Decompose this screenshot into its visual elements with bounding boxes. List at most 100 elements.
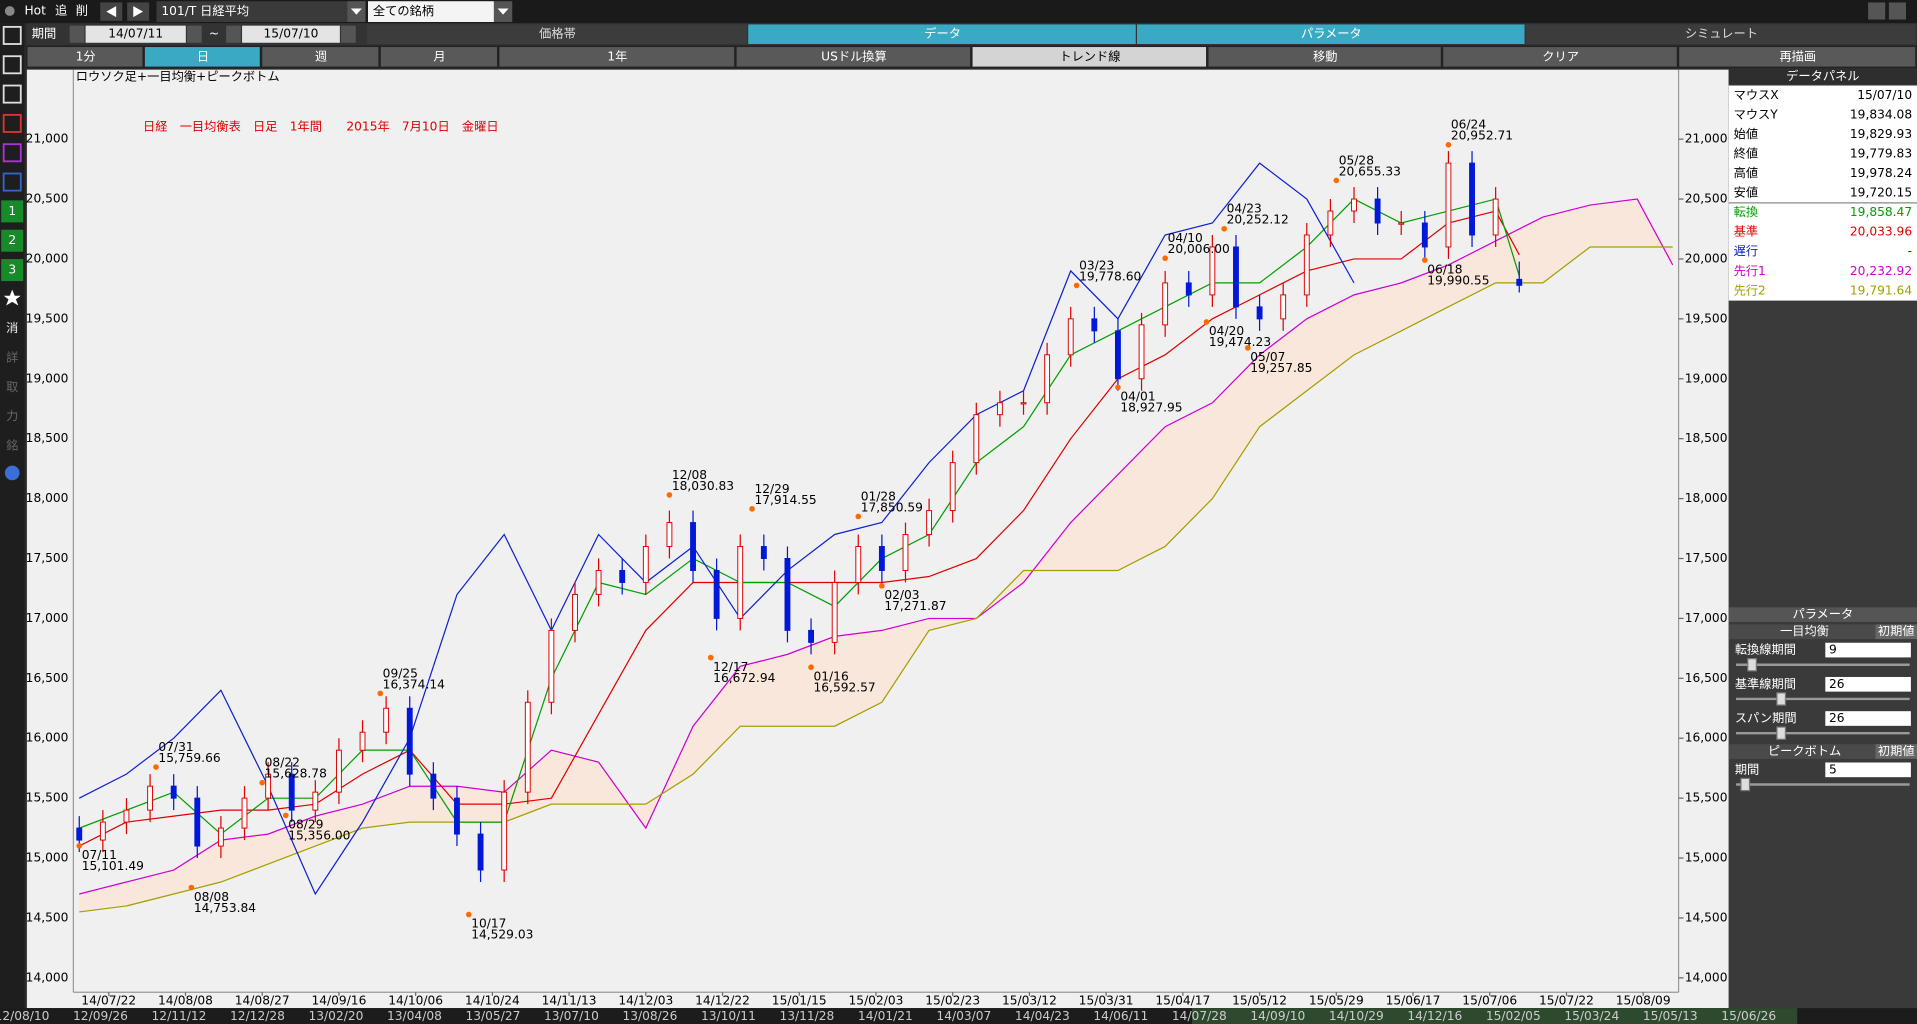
toolbar-button[interactable] xyxy=(26,45,144,68)
from-box[interactable] xyxy=(85,25,186,43)
tab-label[interactable]: データ xyxy=(924,26,961,41)
x-tick-label: 15/03/31 xyxy=(1079,993,1134,1007)
tool-label[interactable]: 取 xyxy=(6,380,18,394)
param-input[interactable] xyxy=(1825,676,1911,692)
reset-label[interactable]: 初期値 xyxy=(1878,623,1915,638)
settings-icon[interactable] xyxy=(4,465,20,481)
tool-label[interactable]: 消 xyxy=(6,321,18,335)
tool-label[interactable]: 2 xyxy=(8,233,16,247)
peak-value: 15,356.00 xyxy=(288,829,350,843)
peak-marker xyxy=(188,884,195,891)
candle-body xyxy=(737,546,744,619)
toolbar-button[interactable] xyxy=(1442,45,1678,68)
window-button[interactable] xyxy=(1888,2,1906,20)
toolbar-button-label[interactable]: 1年 xyxy=(607,49,627,63)
tab[interactable] xyxy=(1525,24,1916,44)
tab[interactable] xyxy=(748,24,1136,44)
tab-label[interactable]: 価格帯 xyxy=(539,26,576,41)
candle-body xyxy=(383,707,390,733)
x-tick-label: 14/10/06 xyxy=(388,993,443,1007)
delete-button[interactable]: 削 xyxy=(76,3,88,17)
toolbar-button[interactable] xyxy=(1677,45,1917,68)
tool-button[interactable] xyxy=(1,229,24,252)
toolbar-button-label[interactable]: USドル換算 xyxy=(821,48,887,63)
tool-button[interactable] xyxy=(1,200,24,223)
candle-body xyxy=(572,593,578,631)
param-input[interactable] xyxy=(1825,642,1911,658)
to-next[interactable] xyxy=(341,25,356,43)
symbol-box[interactable] xyxy=(156,1,348,22)
candle-body xyxy=(619,569,626,583)
from-next[interactable] xyxy=(187,25,202,43)
toolbar-button-label[interactable]: 再描画 xyxy=(1779,49,1816,63)
peak-marker xyxy=(879,583,885,589)
window-button[interactable] xyxy=(1868,2,1886,20)
toolbar-button[interactable] xyxy=(498,45,736,68)
param-value[interactable]: 5 xyxy=(1829,762,1837,776)
x-tick-label: 15/05/12 xyxy=(1232,993,1287,1007)
period-label: 期間 xyxy=(32,27,56,41)
slider-thumb[interactable] xyxy=(1740,777,1751,792)
tab[interactable] xyxy=(366,24,747,44)
toolbar-button[interactable] xyxy=(735,45,972,68)
candle-body xyxy=(855,546,862,583)
x-tick-label: 14/09/16 xyxy=(311,993,366,1007)
toolbar-button-label[interactable]: 1分 xyxy=(76,49,96,63)
slider-thumb[interactable] xyxy=(1776,726,1787,740)
to-box[interactable] xyxy=(242,25,340,43)
toolbar-button[interactable] xyxy=(379,45,499,68)
candle-body xyxy=(335,749,342,793)
toolbar-button-label[interactable]: クリア xyxy=(1542,49,1579,63)
from-prev[interactable] xyxy=(69,25,85,43)
reset-label[interactable]: 初期値 xyxy=(1878,743,1915,758)
peak-marker xyxy=(1073,282,1080,289)
tool-label[interactable]: 1 xyxy=(8,204,16,218)
reset-button[interactable] xyxy=(1875,744,1917,759)
param-value[interactable]: 26 xyxy=(1829,711,1845,725)
universe-box[interactable] xyxy=(367,1,494,22)
peak-marker xyxy=(666,492,673,498)
tool-icon[interactable] xyxy=(2,143,22,163)
to-prev[interactable] xyxy=(226,25,241,43)
param-input[interactable] xyxy=(1825,711,1911,726)
candle-body xyxy=(760,546,767,559)
toolbar-button-label[interactable]: 月 xyxy=(433,49,445,63)
tool-label[interactable]: 3 xyxy=(8,263,16,277)
star-icon[interactable] xyxy=(3,289,21,306)
param-input[interactable] xyxy=(1825,762,1911,778)
tool-icon[interactable] xyxy=(2,84,22,104)
hot-button[interactable]: Hot xyxy=(24,3,46,17)
tool-icon[interactable] xyxy=(2,113,22,133)
param-value[interactable]: 26 xyxy=(1829,677,1845,691)
tool-icon[interactable] xyxy=(2,55,22,75)
reset-button[interactable] xyxy=(1875,624,1917,640)
tab-label[interactable]: パラメータ xyxy=(1301,27,1362,41)
toolbar-button[interactable] xyxy=(971,45,1208,68)
peak-value: 16,374.14 xyxy=(383,677,445,691)
slider-thumb[interactable] xyxy=(1776,692,1787,706)
tool-icon[interactable] xyxy=(2,172,22,192)
navigator-date: 12/08/10 xyxy=(0,1009,49,1023)
toolbar-button[interactable] xyxy=(1207,45,1443,68)
toolbar-button-label[interactable]: トレンド線 xyxy=(1059,48,1120,63)
slider-thumb[interactable] xyxy=(1747,658,1757,672)
x-tick-label: 15/02/23 xyxy=(925,993,980,1007)
param-value[interactable]: 9 xyxy=(1829,643,1837,657)
navigator-date: 15/03/24 xyxy=(1564,1009,1619,1023)
tool-label[interactable]: 詳 xyxy=(6,350,18,365)
toolbar-button[interactable] xyxy=(261,45,380,68)
tab[interactable] xyxy=(1136,24,1525,44)
toolbar-button-label[interactable]: 移動 xyxy=(1313,49,1337,63)
tool-button[interactable] xyxy=(1,259,24,282)
peak-marker xyxy=(1115,384,1121,391)
peak-marker xyxy=(1422,257,1428,263)
toolbar-button[interactable] xyxy=(143,45,262,68)
peak-marker xyxy=(1333,177,1340,184)
tool-icon[interactable] xyxy=(2,25,22,45)
tab-label[interactable]: シミュレート xyxy=(1685,27,1758,41)
toolbar-button-label[interactable]: 日 xyxy=(197,49,209,63)
toolbar-button-label[interactable]: 週 xyxy=(315,49,327,63)
tool-label[interactable]: 銘 xyxy=(6,438,18,453)
add-button[interactable]: 追 xyxy=(55,2,67,17)
tool-label[interactable]: 力 xyxy=(6,409,18,423)
